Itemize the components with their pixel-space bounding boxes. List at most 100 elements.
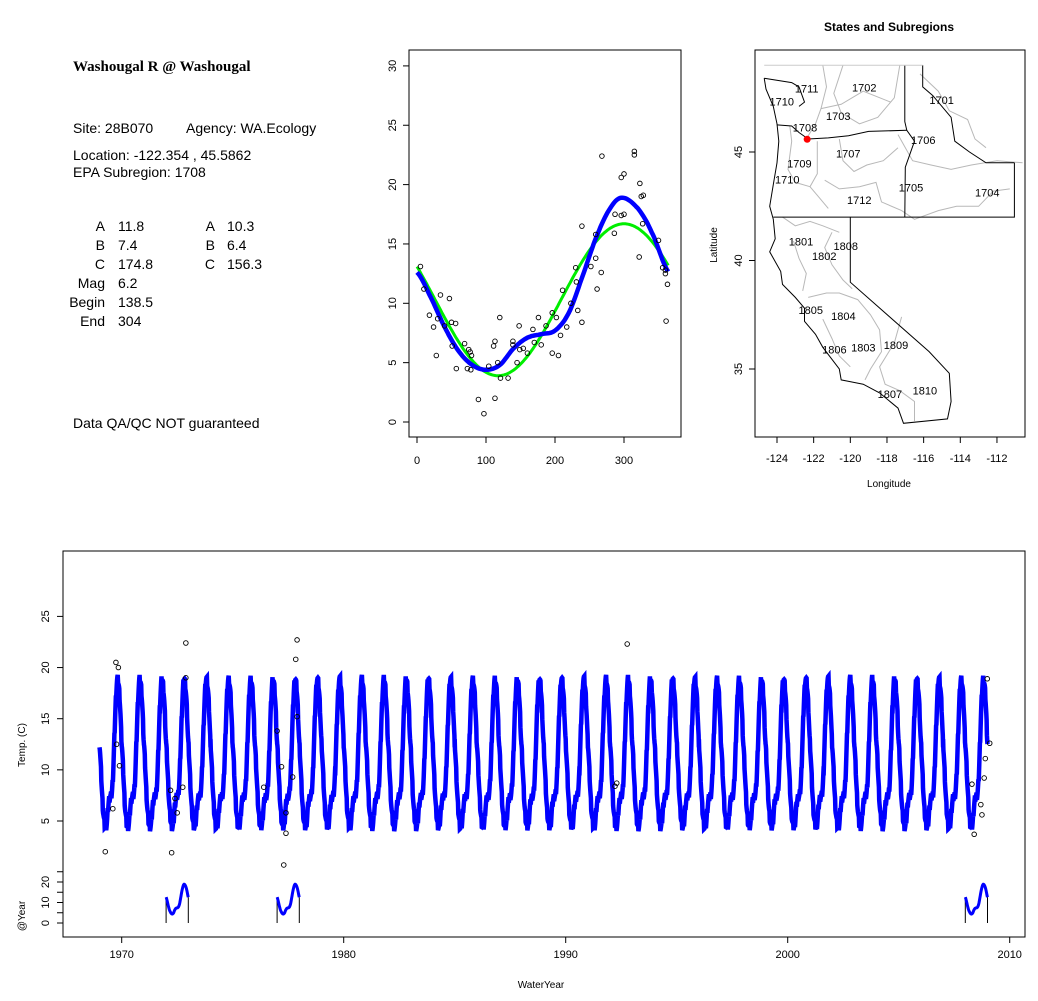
subregion-label: 1710 <box>770 97 794 109</box>
data-point <box>971 831 977 838</box>
epa-subregion: EPA Subregion: 1708 <box>73 164 206 180</box>
data-point <box>281 862 287 868</box>
data-point <box>563 324 570 330</box>
y-tick-label: 35 <box>733 363 745 375</box>
subregion-label: 1809 <box>884 340 908 352</box>
year-curve <box>164 882 190 916</box>
data-point <box>538 342 544 348</box>
state-border-south <box>773 162 1015 218</box>
site-marker <box>803 135 811 143</box>
data-point <box>446 295 453 302</box>
map-frame <box>754 49 1026 438</box>
data-point <box>430 324 437 330</box>
data-point <box>969 781 975 787</box>
param-value: 304 <box>118 313 142 329</box>
subregion-label: 1804 <box>831 311 855 323</box>
y-tick-label: 0 <box>387 419 399 425</box>
subregion-label: 1806 <box>822 344 846 356</box>
data-point <box>524 350 531 356</box>
data-point <box>555 352 562 359</box>
subregion-boundary <box>809 141 829 209</box>
data-point <box>441 323 448 329</box>
data-point <box>433 352 440 359</box>
data-point <box>172 795 178 802</box>
inset-y-tick-label: 10 <box>40 896 52 908</box>
subregion-label: 1803 <box>851 342 875 354</box>
data-point <box>283 830 289 837</box>
data-point <box>452 320 459 327</box>
param-label: C <box>95 256 105 272</box>
fit-parameters-table: A 11.8 B 7.4 C 174.8 Mag 6.2 Begin 138.5 End 304 A 10… <box>69 218 262 329</box>
subregion-label: 1808 <box>833 241 857 253</box>
data-point <box>575 307 581 314</box>
data-point <box>115 664 122 671</box>
data-point <box>618 212 624 219</box>
data-point <box>579 223 585 229</box>
data-point <box>598 269 604 276</box>
data-point <box>292 656 299 663</box>
subregion-label: 1702 <box>852 82 876 94</box>
param-value: 6.2 <box>118 275 138 291</box>
map-title: States and Subregions <box>824 20 954 34</box>
data-point <box>167 787 174 794</box>
data-point <box>594 286 600 292</box>
y-tick-label: 40 <box>733 254 745 266</box>
data-point <box>572 264 579 271</box>
data-point <box>261 784 267 790</box>
timeseries-xlabel: WaterYear <box>518 980 565 991</box>
data-point <box>535 314 542 321</box>
x-tick-label: 1970 <box>109 949 133 961</box>
param-label: Mag <box>78 275 105 291</box>
subregion-map: States and Subregions Longitude Latitude… <box>709 20 1026 490</box>
data-point <box>979 812 985 818</box>
data-point <box>631 152 638 158</box>
data-point <box>417 263 424 270</box>
param-value: 156.3 <box>227 256 262 272</box>
data-point <box>514 359 520 366</box>
data-point <box>294 637 300 643</box>
data-point <box>289 774 296 780</box>
subregion-boundary <box>808 292 883 381</box>
y-tick-label: 25 <box>40 610 52 622</box>
data-point <box>599 153 605 159</box>
data-point <box>981 775 987 781</box>
y-tick-label: 15 <box>40 713 52 725</box>
data-point <box>174 810 180 816</box>
state-border-east <box>904 65 916 218</box>
data-point <box>294 713 300 720</box>
data-point <box>102 848 109 855</box>
param-label: A <box>96 218 106 234</box>
data-point <box>464 365 471 372</box>
data-point <box>557 332 564 339</box>
y-tick-label: 25 <box>387 119 399 131</box>
location: Location: -122.354 , 45.5862 <box>73 147 251 163</box>
x-tick-label: 0 <box>414 455 420 467</box>
site-title: Washougal R @ Washougal <box>73 59 251 75</box>
subregion-boundary <box>919 73 987 149</box>
param-value: 10.3 <box>227 218 254 234</box>
coastline <box>763 78 952 424</box>
subregion-label: 1810 <box>913 386 937 398</box>
inset-y-tick-label: 0 <box>40 920 52 926</box>
param-value: 7.4 <box>118 237 138 253</box>
data-point <box>640 192 647 199</box>
state-border-wa-or <box>776 124 907 140</box>
data-point <box>588 263 594 270</box>
data-point <box>662 270 669 277</box>
data-point <box>283 810 289 816</box>
y-tick-label: 10 <box>387 297 399 309</box>
data-point <box>421 286 427 292</box>
param-label: C <box>205 256 215 272</box>
data-point <box>621 171 627 177</box>
subregion-boundary <box>822 318 851 368</box>
data-point <box>639 221 646 227</box>
subregion-boundary <box>879 316 915 422</box>
data-point <box>116 763 123 769</box>
subregion-label: 1805 <box>798 305 822 317</box>
data-point <box>579 319 585 326</box>
subregion-label: 1708 <box>793 123 817 135</box>
puget-sound <box>764 77 806 107</box>
y-tick-label: 15 <box>387 238 399 250</box>
year-curve <box>275 882 301 916</box>
data-point <box>621 211 627 218</box>
